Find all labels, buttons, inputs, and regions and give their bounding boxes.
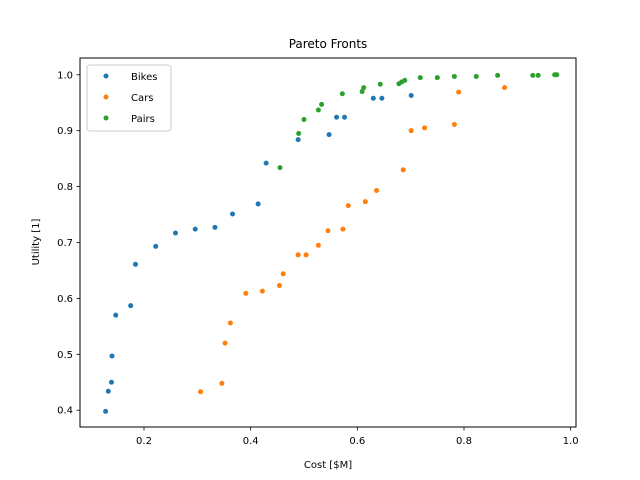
bikes-point: [263, 160, 269, 166]
y-tick-label: 0.6: [57, 294, 73, 305]
pairs-point: [315, 107, 321, 113]
legend-marker-pairs: [103, 115, 109, 121]
pairs-point: [554, 72, 560, 78]
y-tick-label: 1.0: [57, 70, 73, 81]
bikes-point: [192, 226, 198, 232]
cars-point: [315, 242, 321, 248]
legend-label-pairs: Pairs: [131, 114, 155, 125]
pairs-point: [530, 72, 536, 78]
pairs-point: [402, 77, 408, 83]
y-tick-label: 0.5: [57, 350, 73, 361]
cars-point: [276, 283, 282, 289]
cars-point: [340, 226, 346, 232]
pairs-point: [359, 89, 365, 95]
bikes-point: [408, 92, 414, 98]
x-tick-label: 0.4: [243, 436, 259, 447]
legend-box: [86, 64, 172, 132]
cars-point: [259, 288, 265, 294]
cars-point: [422, 125, 428, 131]
cars-point: [303, 252, 309, 258]
cars-point: [219, 380, 225, 386]
x-tick-label: 0.8: [456, 436, 472, 447]
pairs-point: [319, 101, 325, 107]
pairs-point: [495, 72, 501, 78]
pairs-point: [434, 75, 440, 81]
cars-point: [227, 320, 233, 326]
bikes-point: [105, 388, 111, 394]
bikes-point: [113, 312, 119, 318]
bikes-point: [212, 224, 218, 230]
bikes-point: [334, 114, 340, 120]
legend: Bikes Cars Pairs: [86, 64, 172, 132]
y-tick-label: 0.8: [57, 182, 73, 193]
cars-point: [325, 228, 331, 234]
cars-point: [222, 340, 228, 346]
bikes-point: [103, 408, 109, 414]
bikes-point: [326, 132, 332, 138]
pairs-point: [296, 130, 302, 136]
cars-point: [502, 85, 508, 91]
pairs-point: [417, 75, 423, 81]
bikes-point: [342, 114, 348, 120]
cars-point: [362, 199, 368, 205]
bikes-point: [379, 95, 385, 101]
cars-point: [400, 167, 406, 173]
cars-point: [456, 89, 462, 95]
y-tick-label: 0.9: [57, 126, 73, 137]
bikes-point: [109, 353, 115, 359]
bikes-point: [153, 243, 159, 249]
bikes-point: [128, 303, 134, 309]
legend-marker-cars: [103, 94, 109, 100]
cars-point: [408, 128, 414, 134]
cars-point: [280, 271, 286, 277]
pairs-point: [339, 91, 345, 97]
y-axis: 0.4 0.5 0.6 0.7 0.8 0.9 1.0: [57, 70, 80, 417]
x-tick-label: 0.2: [136, 436, 152, 447]
bikes-point: [295, 137, 301, 143]
cars-point: [198, 389, 204, 395]
x-tick-label: 1.0: [563, 436, 579, 447]
legend-label-bikes: Bikes: [131, 72, 157, 83]
pairs-point: [451, 73, 457, 79]
pairs-point: [277, 165, 283, 171]
x-tick-label: 0.6: [349, 436, 365, 447]
data-points: [103, 72, 560, 414]
pairs-point: [301, 117, 307, 122]
cars-point: [295, 252, 301, 258]
pairs-point: [361, 85, 367, 91]
cars-point: [345, 203, 351, 209]
bikes-point: [132, 261, 138, 267]
cars-point: [451, 122, 457, 128]
legend-marker-bikes: [103, 73, 109, 79]
legend-label-cars: Cars: [131, 93, 153, 104]
bikes-point: [255, 201, 261, 207]
pairs-point: [377, 81, 383, 87]
cars-point: [243, 290, 249, 296]
y-axis-label: Utility [1]: [31, 219, 42, 266]
cars-point: [374, 188, 380, 194]
pairs-point: [473, 73, 479, 79]
bikes-point: [230, 211, 236, 217]
y-tick-label: 0.4: [57, 406, 73, 417]
chart-title: Pareto Fronts: [289, 37, 368, 51]
x-axis: 0.2 0.4 0.6 0.8 1.0: [136, 427, 579, 447]
bikes-point: [108, 379, 114, 385]
bikes-point: [370, 95, 376, 101]
bikes-point: [172, 230, 178, 236]
pairs-point: [535, 72, 541, 78]
x-axis-label: Cost [$M]: [304, 460, 352, 471]
y-tick-label: 0.7: [57, 238, 73, 249]
